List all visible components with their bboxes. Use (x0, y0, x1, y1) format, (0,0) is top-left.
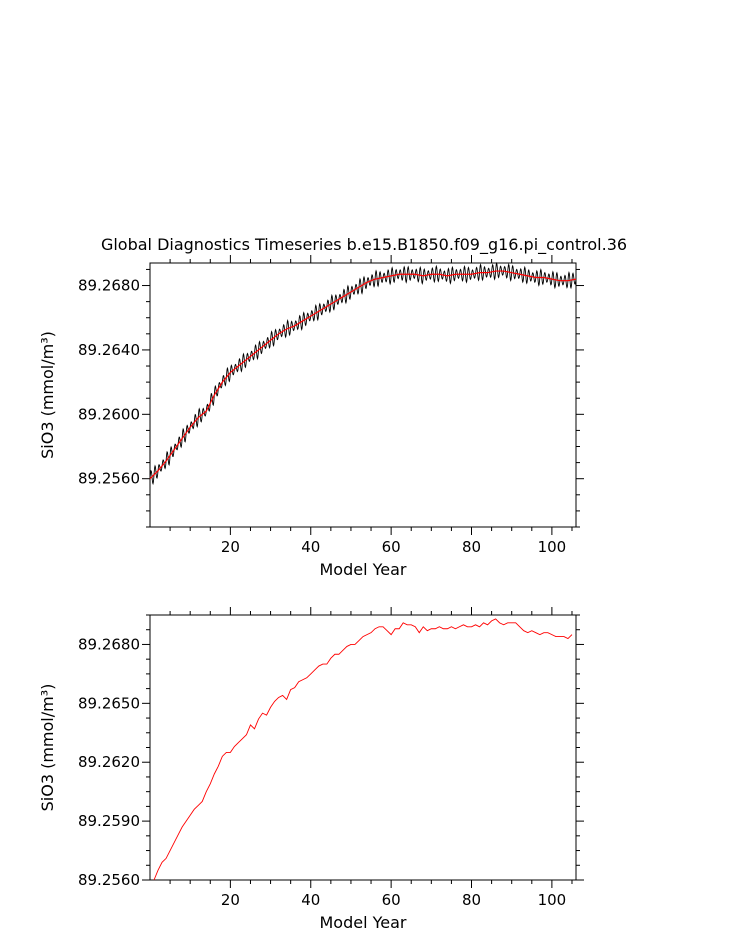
plot-frame-1 (149, 614, 577, 881)
bottom-annual-plot: 20 40 60 80 100 89.2560 89.2590 89.2620 89.2650 8… (38, 607, 584, 932)
x-axis-label: Model Year (320, 560, 407, 579)
chart-title: Global Diagnostics Timeseries b.e15.B185… (101, 235, 627, 255)
x-tick-label: 100 (538, 891, 567, 909)
x-tick-label: 40 (301, 538, 320, 556)
x-tick-label: 20 (221, 891, 240, 909)
x-tick-label: 60 (382, 538, 401, 556)
x-tick-label: 80 (462, 891, 481, 909)
x-tick-label: 20 (221, 538, 240, 556)
x-axis-label: Model Year (320, 913, 407, 932)
plot-frame-0 (149, 262, 577, 528)
y-tick-label: 89.2600 (78, 405, 140, 423)
y-tick-label: 89.2680 (78, 635, 140, 653)
y-tick-label: 89.2560 (78, 871, 140, 889)
series-line-monthly-oscillating-0 (149, 261, 577, 486)
series-line-annual-mean-0 (149, 270, 577, 480)
series-line-annual-1 (153, 618, 573, 881)
x-tick-label: 60 (382, 891, 401, 909)
y-tick-label: 89.2640 (78, 341, 140, 359)
x-tick-label: 80 (462, 538, 481, 556)
y-tick-label: 89.2560 (78, 470, 140, 488)
x-tick-label: 100 (538, 538, 567, 556)
y-axis-label: SiO3 (mmol/m³) (38, 684, 57, 812)
y-tick-label: 89.2590 (78, 812, 140, 830)
y-tick-label: 89.2650 (78, 694, 140, 712)
y-axis-label: SiO3 (mmol/m³) (38, 331, 57, 459)
y-tick-label: 89.2680 (78, 277, 140, 295)
x-tick-label: 40 (301, 891, 320, 909)
y-tick-label: 89.2620 (78, 753, 140, 771)
top-timeseries-plot: 20 40 60 80 100 89.2560 89.2600 89.2640 89.2680 M… (38, 255, 584, 579)
